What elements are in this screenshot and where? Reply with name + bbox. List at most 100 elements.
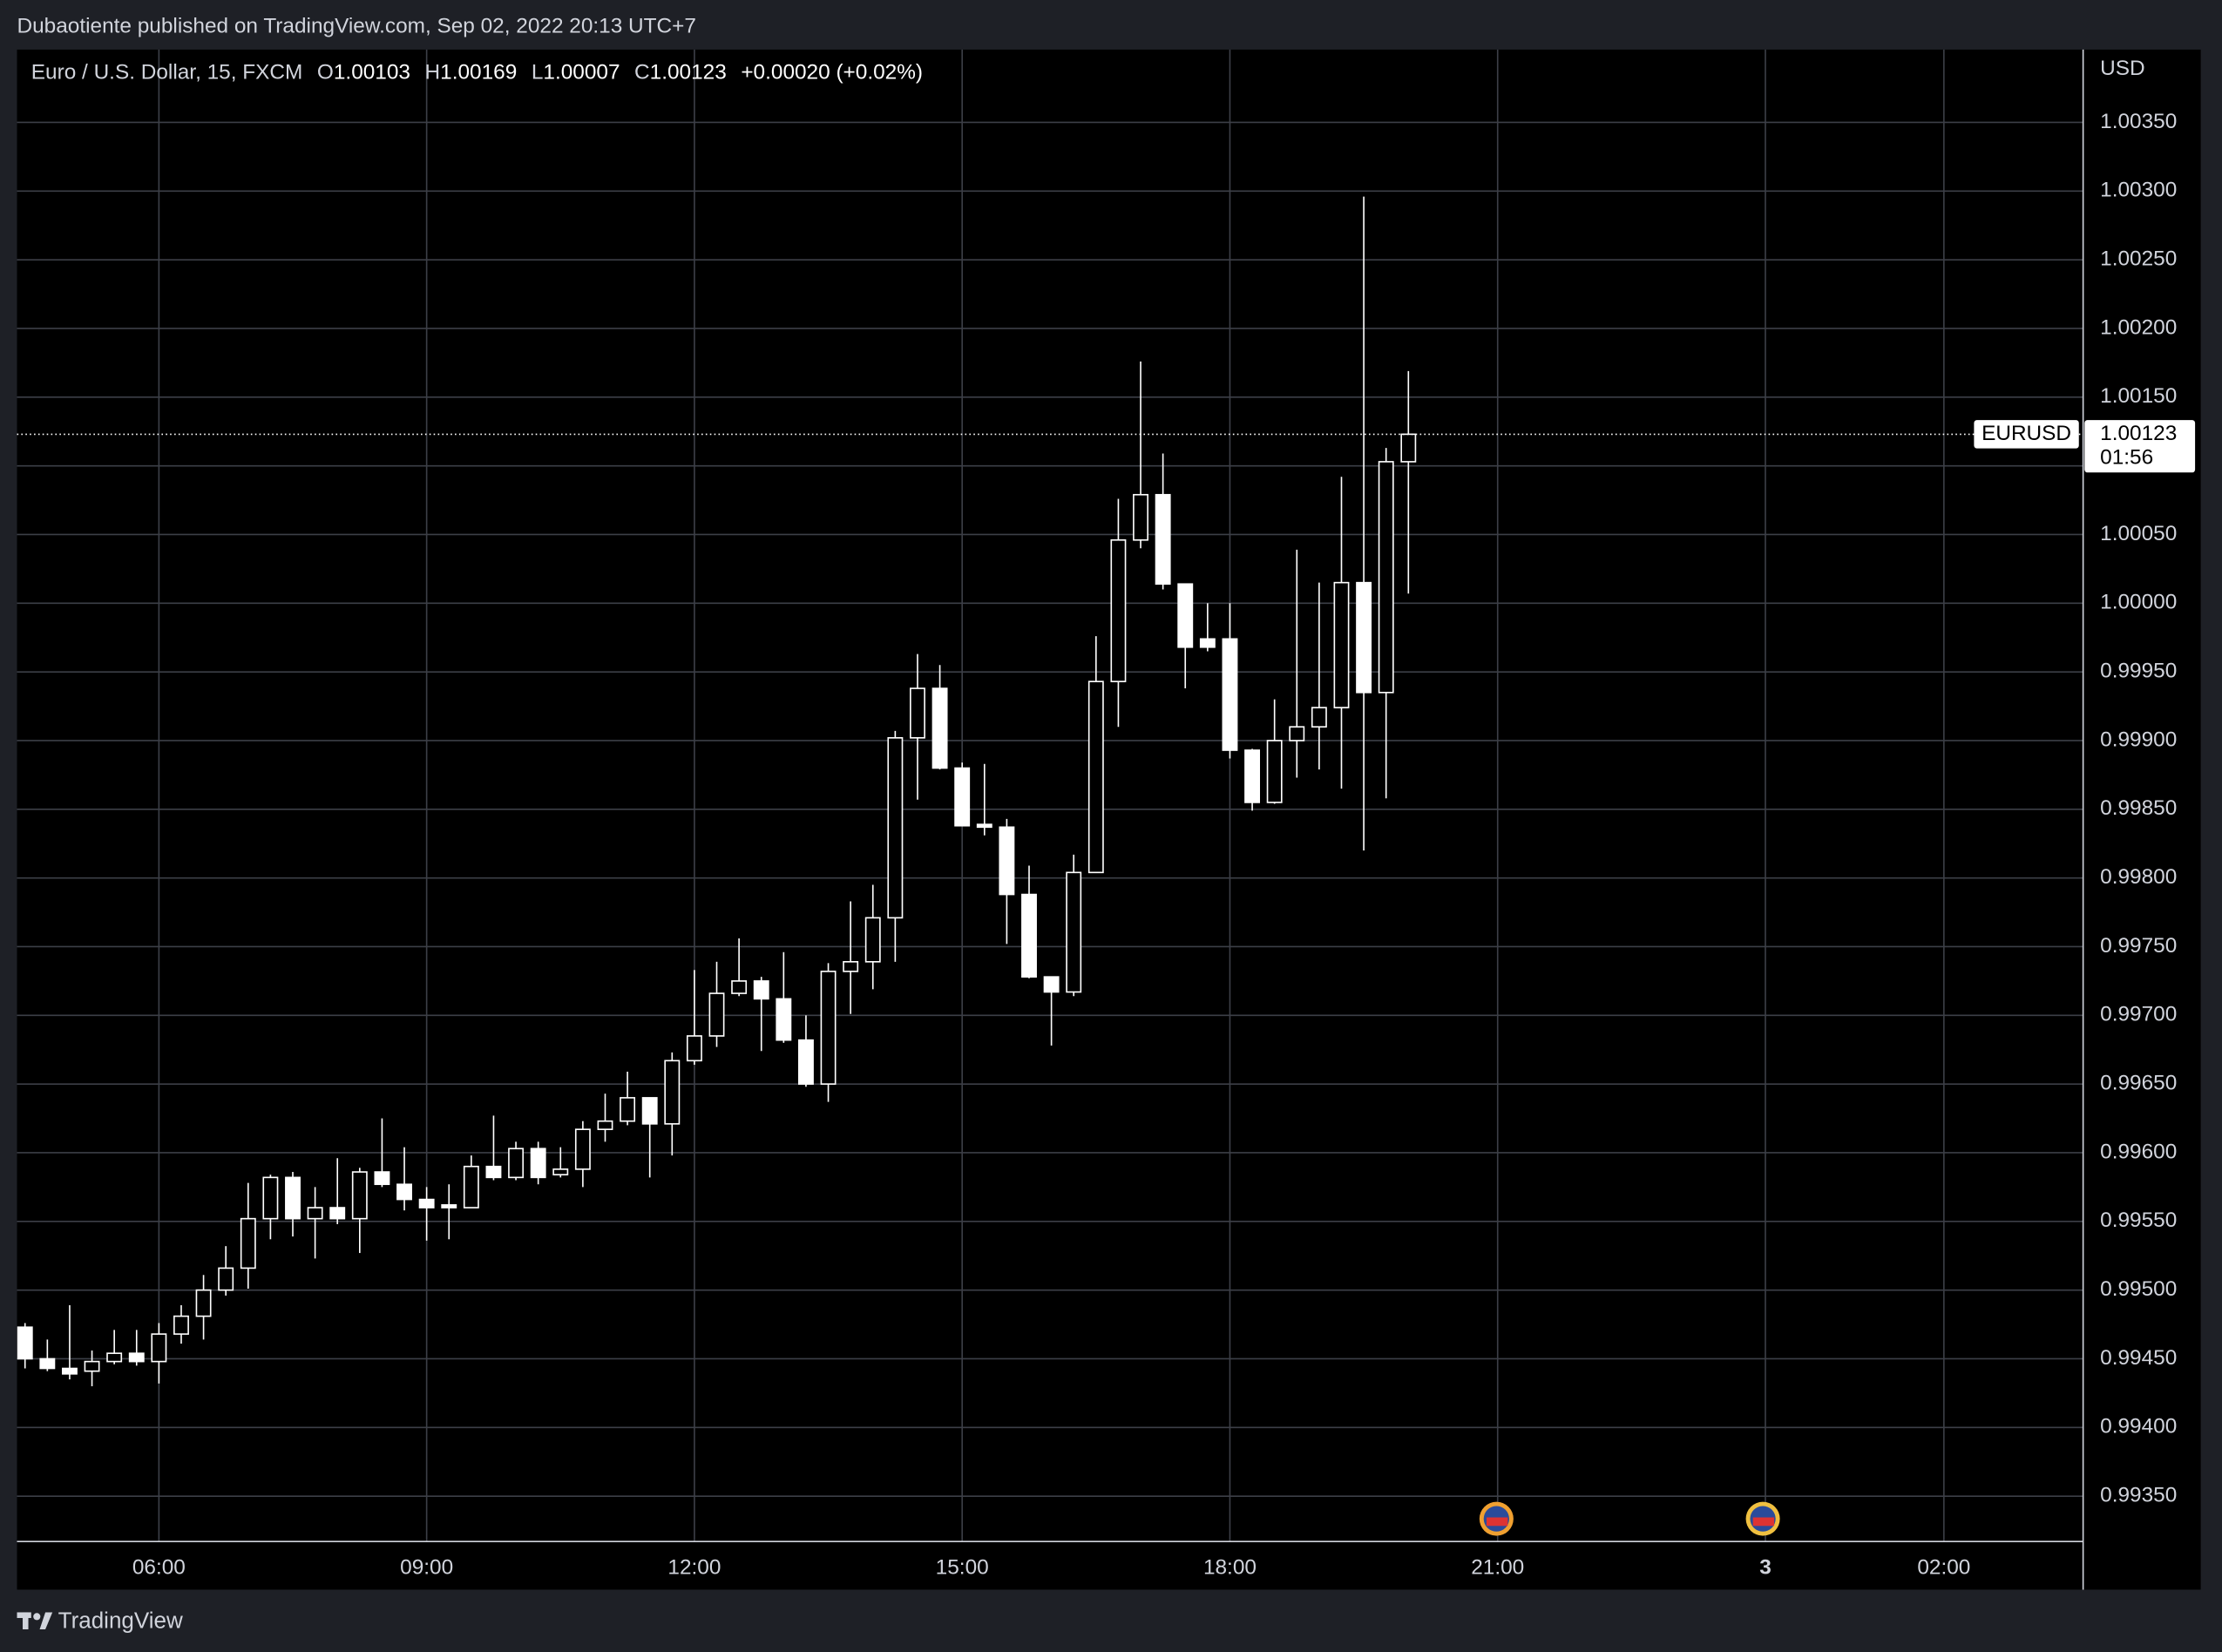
x-tick-label: 02:00 [1917, 1556, 1970, 1580]
price-tag [2084, 420, 2196, 473]
axis-unit: USD [2100, 57, 2144, 80]
candle-body [374, 1171, 390, 1186]
candle-body [218, 1267, 234, 1291]
candle-body [1244, 749, 1261, 803]
candle-body [1087, 680, 1104, 874]
grid [17, 49, 2083, 1542]
candle-body [307, 1207, 323, 1220]
candle-body [195, 1289, 212, 1317]
candle-body [1043, 976, 1060, 993]
y-tick-label: 0.99950 [2100, 660, 2177, 683]
candle-body [641, 1097, 658, 1125]
legend-value: 1.00123 [650, 61, 727, 85]
legend-label: O [317, 61, 334, 85]
candle-body [17, 1326, 33, 1360]
y-tick-label: 0.99850 [2100, 796, 2177, 820]
y-tick-label: 1.00050 [2100, 522, 2177, 545]
chart-area [17, 49, 2201, 1590]
y-tick-label: 0.99800 [2100, 865, 2177, 889]
candle-body [887, 737, 904, 919]
candle-body [976, 823, 992, 829]
candle-body [574, 1128, 591, 1170]
y-tick-label: 0.99400 [2100, 1415, 2177, 1439]
candle-body [686, 1035, 702, 1062]
y-tick-label: 1.00250 [2100, 247, 2177, 271]
legend-value: 1.00103 [334, 61, 410, 85]
y-tick-label: 0.99450 [2100, 1346, 2177, 1370]
candle-body [151, 1333, 167, 1363]
candle-body [441, 1204, 457, 1209]
change: +0.00020 (+0.02%) [741, 61, 923, 85]
candle-body [128, 1352, 145, 1363]
legend-value: 1.00169 [440, 61, 517, 85]
candle-body [597, 1120, 613, 1130]
candle-body [954, 767, 971, 827]
y-tick-label: 0.99550 [2100, 1209, 2177, 1232]
legend-value: 1.00007 [543, 61, 620, 85]
x-tick-label: 06:00 [132, 1556, 186, 1580]
candle-body [797, 1039, 814, 1085]
candle-body [530, 1148, 546, 1179]
candle-body [1400, 433, 1417, 463]
legend-label: L [532, 61, 544, 85]
candle-body [39, 1357, 56, 1370]
candle-body [329, 1207, 346, 1220]
price-tag-price: 1.00123 [2100, 422, 2177, 445]
candle-body [843, 961, 859, 972]
x-tick-label: 18:00 [1203, 1556, 1257, 1580]
x-tick-label: 15:00 [936, 1556, 989, 1580]
x-tick-label: 09:00 [400, 1556, 453, 1580]
candle-body [463, 1165, 479, 1209]
candle-body [1266, 740, 1283, 803]
candle-body [285, 1176, 301, 1220]
x-tick-label: 21:00 [1471, 1556, 1524, 1580]
candle-body [1110, 538, 1127, 682]
event-icon [1479, 1501, 1780, 1536]
candle-body [664, 1060, 681, 1125]
candle-body [776, 998, 792, 1041]
published-line: Dubaotiente published on TradingView.com… [17, 14, 696, 37]
y-tick-label: 0.99650 [2100, 1072, 2177, 1095]
x-tick-label: 3 [1759, 1556, 1772, 1580]
candle-body [508, 1148, 525, 1179]
candle-body [351, 1171, 368, 1220]
candle-body [1222, 638, 1238, 751]
logo-part [33, 1613, 41, 1621]
candle-body [999, 826, 1015, 896]
candle-body [1021, 893, 1037, 978]
candle-body [1133, 493, 1148, 541]
candle-body [1155, 493, 1171, 586]
logo-part [39, 1612, 53, 1629]
candle-body [864, 917, 881, 963]
candle-body [418, 1198, 435, 1209]
y-tick-label: 0.99700 [2100, 1003, 2177, 1026]
price-tag-countdown: 01:56 [2100, 445, 2153, 469]
y-tick-label: 1.00150 [2100, 384, 2177, 408]
candle-body [708, 992, 725, 1037]
candle-body [106, 1352, 123, 1363]
candle-body [1333, 581, 1350, 708]
symbol: Euro / U.S. Dollar, 15, FXCM [31, 61, 303, 85]
candle-body [931, 687, 948, 769]
y-tick-label: 0.99350 [2100, 1484, 2177, 1507]
y-tick-label: 1.00200 [2100, 315, 2177, 339]
y-tick-label: 0.99600 [2100, 1140, 2177, 1163]
y-tick-label: 0.99750 [2100, 934, 2177, 958]
candle-body [1289, 726, 1305, 741]
candle-body [1177, 583, 1194, 648]
flag-stripes [1752, 1517, 1775, 1527]
candle-body [1378, 461, 1394, 694]
brand: TradingView [58, 1608, 183, 1634]
y-tick-label: 0.99900 [2100, 728, 2177, 751]
candle-body [262, 1176, 279, 1220]
candle-body [731, 980, 748, 994]
y-tick-label: 0.99500 [2100, 1277, 2177, 1301]
candle-body [1356, 581, 1372, 694]
candle-body [173, 1315, 189, 1335]
legend-label: H [425, 61, 441, 85]
flag-stripes [1486, 1517, 1508, 1527]
symbol-tag-text: EURUSD [1982, 422, 2071, 445]
candle-body [1066, 871, 1082, 993]
candle-body [62, 1367, 78, 1375]
symbol-tag [1974, 420, 2079, 449]
